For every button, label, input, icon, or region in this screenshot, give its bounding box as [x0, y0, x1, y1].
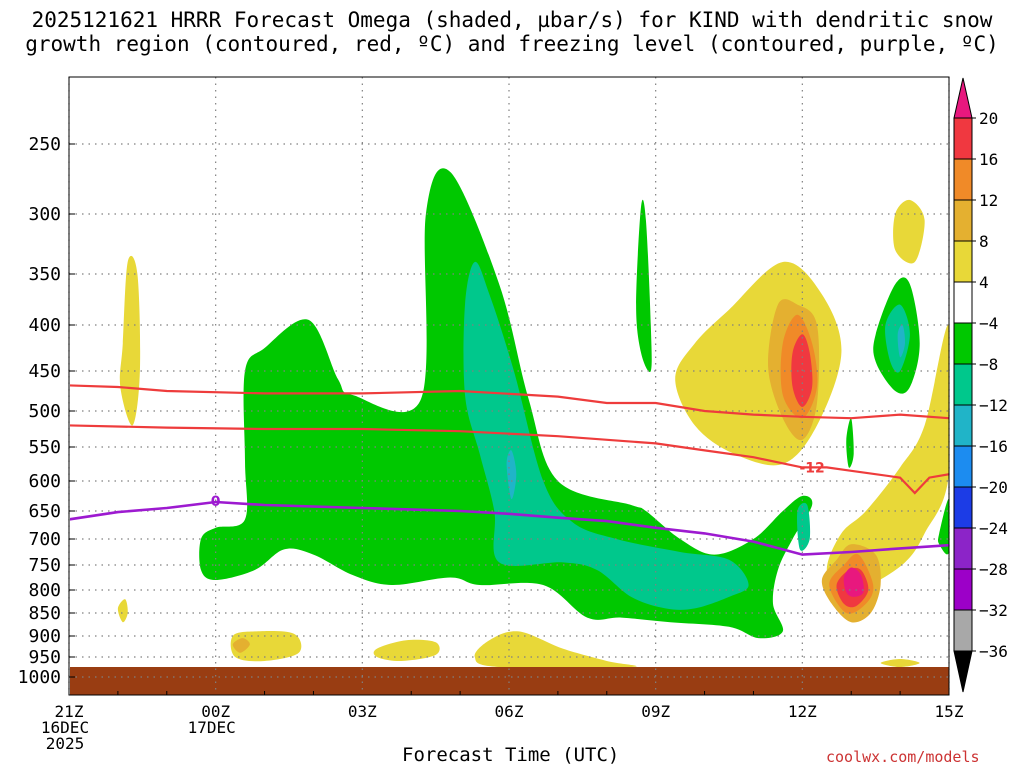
- omega-region-16-pos20: [843, 567, 864, 597]
- colorbar-box-7: [953, 404, 973, 447]
- colorbar-box-0: [953, 117, 973, 160]
- y-tick-label-400: 400: [28, 315, 61, 336]
- omega-region-21-neg4: [938, 498, 949, 555]
- omega-region-1-pos4: [117, 599, 128, 623]
- colorbar-box-2: [953, 199, 973, 242]
- x-tick-label-3-1: 17DEC: [188, 718, 236, 737]
- colorbar-box-5: [953, 322, 973, 365]
- y-tick-label-850: 850: [28, 603, 61, 624]
- colorbar-label-8: −16: [979, 437, 1008, 456]
- y-tick-label-700: 700: [28, 529, 61, 550]
- omega-region-18-neg4: [636, 199, 652, 373]
- omega-region-8-pos4: [880, 659, 920, 667]
- colorbar-box-1: [953, 158, 973, 201]
- x-tick-label-0-0: 21Z: [55, 702, 84, 721]
- omega-region-6-pos4: [826, 324, 949, 600]
- x-axis-title: Forecast Time (UTC): [402, 744, 620, 766]
- x-tick-label-18-0: 15Z: [935, 702, 964, 721]
- colorbar-label-10: −24: [979, 519, 1008, 538]
- colorbar-label-11: −28: [979, 560, 1008, 579]
- omega-region-3-pos4: [373, 639, 440, 662]
- temperature-contours: [70, 384, 949, 556]
- y-tick-label-800: 800: [28, 580, 61, 601]
- x-tick-label-15-0: 12Z: [788, 702, 817, 721]
- y-tick-label-650: 650: [28, 501, 61, 522]
- colorbar-label-1: 16: [979, 150, 998, 169]
- x-tick-label-9-0: 06Z: [495, 702, 524, 721]
- colorbar-box-3: [953, 240, 973, 283]
- omega-region-2-pos4: [230, 631, 302, 662]
- colorbar-label-4: 4: [979, 273, 989, 292]
- omega-region-24-neg8: [797, 502, 811, 551]
- x-tick-label-0-1: 16DEC: [41, 718, 89, 737]
- colorbar-top-triangle: [953, 77, 973, 119]
- y-tick-label-300: 300: [28, 204, 61, 225]
- contour-labels: -12 0: [211, 460, 825, 510]
- plot-frame: [68, 76, 950, 696]
- y-tick-label-750: 750: [28, 555, 61, 576]
- y-tick-label-550: 550: [28, 437, 61, 458]
- colorbar-label-5: −4: [979, 314, 998, 333]
- omega-region-22-neg8: [463, 261, 749, 610]
- ground-fill: [70, 667, 949, 695]
- omega-region-20-neg4: [846, 417, 854, 468]
- snow-growth-contour-1: [70, 424, 949, 495]
- colorbar-box-4: [953, 281, 973, 324]
- colorbar-label-0: 20: [979, 109, 998, 128]
- y-tick-label-250: 250: [28, 134, 61, 155]
- colorbar-box-9: [953, 486, 973, 529]
- y-tick-label-1000: 1000: [18, 667, 61, 688]
- omega-region-9-pos8: [232, 638, 250, 653]
- omega-region-26-neg12: [897, 324, 906, 358]
- y-tick-label-350: 350: [28, 264, 61, 285]
- y-tick-label-900: 900: [28, 626, 61, 647]
- freezing-level-contour-label: 0: [211, 494, 221, 510]
- colorbar-label-9: −20: [979, 478, 1008, 497]
- colorbar-label-12: −32: [979, 601, 1008, 620]
- colorbar: 20 16 12 8 4 −4 −8 −12 −16 −20 −24 −28 −32 −36: [953, 77, 1008, 693]
- y-tick-label-450: 450: [28, 361, 61, 382]
- x-tick-label-3-0: 00Z: [201, 702, 230, 721]
- colorbar-bottom-triangle: [953, 650, 973, 693]
- chart-title-line-1: 2025121621 HRRR Forecast Omega (shaded, …: [31, 8, 993, 32]
- colorbar-label-2: 12: [979, 191, 998, 210]
- omega-region-23-neg8: [885, 304, 910, 373]
- y-tick-label-950: 950: [28, 647, 61, 668]
- y-tick-label-500: 500: [28, 401, 61, 422]
- colorbar-box-11: [953, 568, 973, 611]
- colorbar-box-6: [953, 363, 973, 406]
- y-tick-label-600: 600: [28, 471, 61, 492]
- omega-region-0-pos4: [119, 255, 141, 426]
- colorbar-label-7: −12: [979, 396, 1008, 415]
- credit-link[interactable]: coolwx.com/models: [826, 748, 980, 766]
- colorbar-box-8: [953, 445, 973, 488]
- omega-region-7-pos4: [893, 199, 925, 264]
- colorbar-box-10: [953, 527, 973, 570]
- colorbar-label-13: −36: [979, 642, 1008, 661]
- colorbar-label-3: 8: [979, 232, 989, 251]
- x-tick-label-6-0: 03Z: [348, 702, 377, 721]
- colorbar-box-12: [953, 609, 973, 652]
- freezing-level-contour-0: [70, 500, 949, 556]
- omega-shading: [70, 168, 949, 695]
- snow-growth-contour-label: -12: [799, 460, 824, 476]
- snow-growth-contour-0: [70, 384, 949, 420]
- omega-region-4-pos4: [474, 631, 637, 669]
- chart-title-line-2: growth region (contoured, red, ºC) and f…: [25, 32, 999, 56]
- x-tick-label-0-2: 2025: [46, 734, 85, 753]
- colorbar-label-6: −8: [979, 355, 998, 374]
- y-axis: 2503003504004505005506006507007508008509…: [18, 134, 75, 688]
- x-tick-label-12-0: 09Z: [641, 702, 670, 721]
